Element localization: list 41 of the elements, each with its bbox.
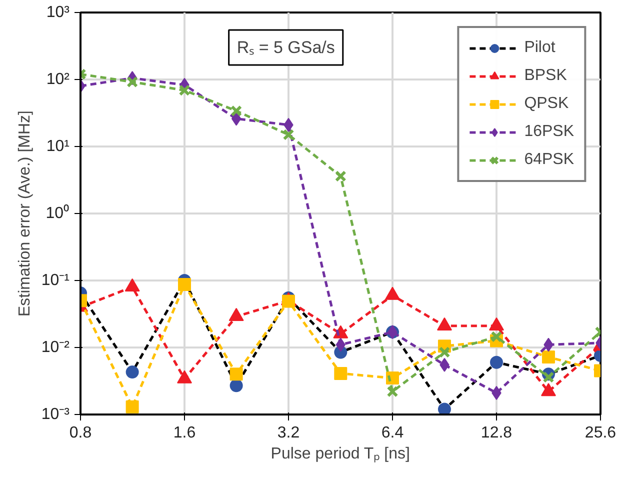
point — [438, 402, 451, 414]
point — [334, 170, 346, 182]
point — [231, 112, 242, 126]
point — [126, 400, 139, 414]
y-tick-label: 10² — [46, 71, 70, 88]
point — [386, 386, 398, 398]
point — [178, 278, 191, 292]
legend-label: 64PSK — [524, 151, 574, 169]
legend-label: BPSK — [524, 67, 567, 85]
legend-label: Pilot — [524, 39, 556, 57]
y-tick-label: 10⁻² — [41, 339, 70, 356]
point — [282, 294, 295, 308]
x-axis-title: Pulse period Tₚ [ns] — [270, 446, 410, 462]
point — [126, 76, 138, 88]
point — [282, 128, 294, 140]
point — [178, 84, 190, 96]
annotation: Rₛ = 5 GSa/s — [236, 38, 335, 58]
x-tick-label: 12.8 — [480, 424, 512, 442]
legend-label: QPSK — [524, 95, 569, 113]
point — [542, 371, 554, 383]
y-tick-label: 10³ — [46, 4, 70, 21]
point — [438, 346, 450, 358]
y-axis-title: Estimation error (Ave.) [MHz] — [16, 110, 34, 316]
x-tick-label: 6.4 — [381, 424, 404, 442]
x-tick-label: 1.6 — [173, 424, 196, 442]
y-tick-label: 10⁻¹ — [41, 272, 70, 289]
point — [126, 366, 139, 379]
y-tick-label: 10⁻³ — [41, 406, 70, 423]
point — [334, 366, 348, 380]
point — [230, 368, 243, 381]
x-tick-label: 3.2 — [277, 424, 300, 442]
point — [230, 379, 243, 392]
point — [542, 350, 555, 364]
x-tick-label: 0.8 — [69, 424, 92, 442]
point — [490, 330, 502, 342]
y-tick-label: 10⁰ — [46, 204, 70, 222]
y-tick-label: 10¹ — [46, 138, 70, 155]
legend-label: 16PSK — [524, 123, 574, 141]
x-tick-label: 25.6 — [584, 424, 616, 442]
point — [490, 356, 503, 369]
point — [230, 105, 242, 117]
